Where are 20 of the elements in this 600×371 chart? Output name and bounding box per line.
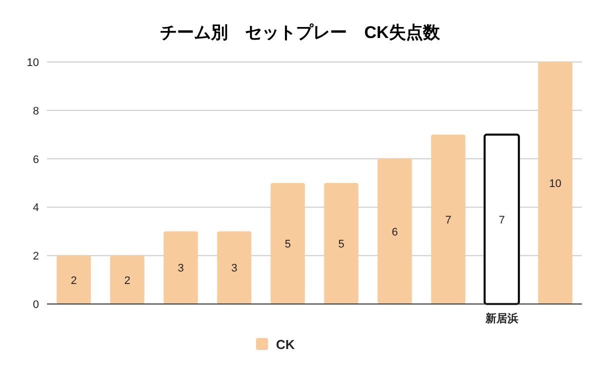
data-label: 6 <box>392 226 398 238</box>
data-label: 10 <box>549 178 562 190</box>
data-label: 3 <box>231 262 238 275</box>
y-tick-label: 8 <box>32 105 39 118</box>
data-label: 2 <box>70 274 77 287</box>
data-label: 2 <box>124 274 130 287</box>
y-tick-label: 10 <box>26 57 39 69</box>
data-label: 7 <box>498 214 505 226</box>
y-tick-label: 2 <box>32 250 39 263</box>
data-label: 5 <box>338 238 344 250</box>
chart-title: チーム別 セットプレー CK失点数 <box>160 23 441 42</box>
data-label: 3 <box>178 262 184 275</box>
data-label: 5 <box>284 238 291 250</box>
y-tick-label: 6 <box>32 154 39 166</box>
legend: CK <box>256 337 295 352</box>
data-label: 7 <box>445 214 452 226</box>
legend-label: CK <box>276 337 296 352</box>
y-tick-label: 4 <box>32 202 39 214</box>
x-tick-label: 新居浜 <box>484 312 518 325</box>
y-tick-label: 0 <box>32 299 39 311</box>
